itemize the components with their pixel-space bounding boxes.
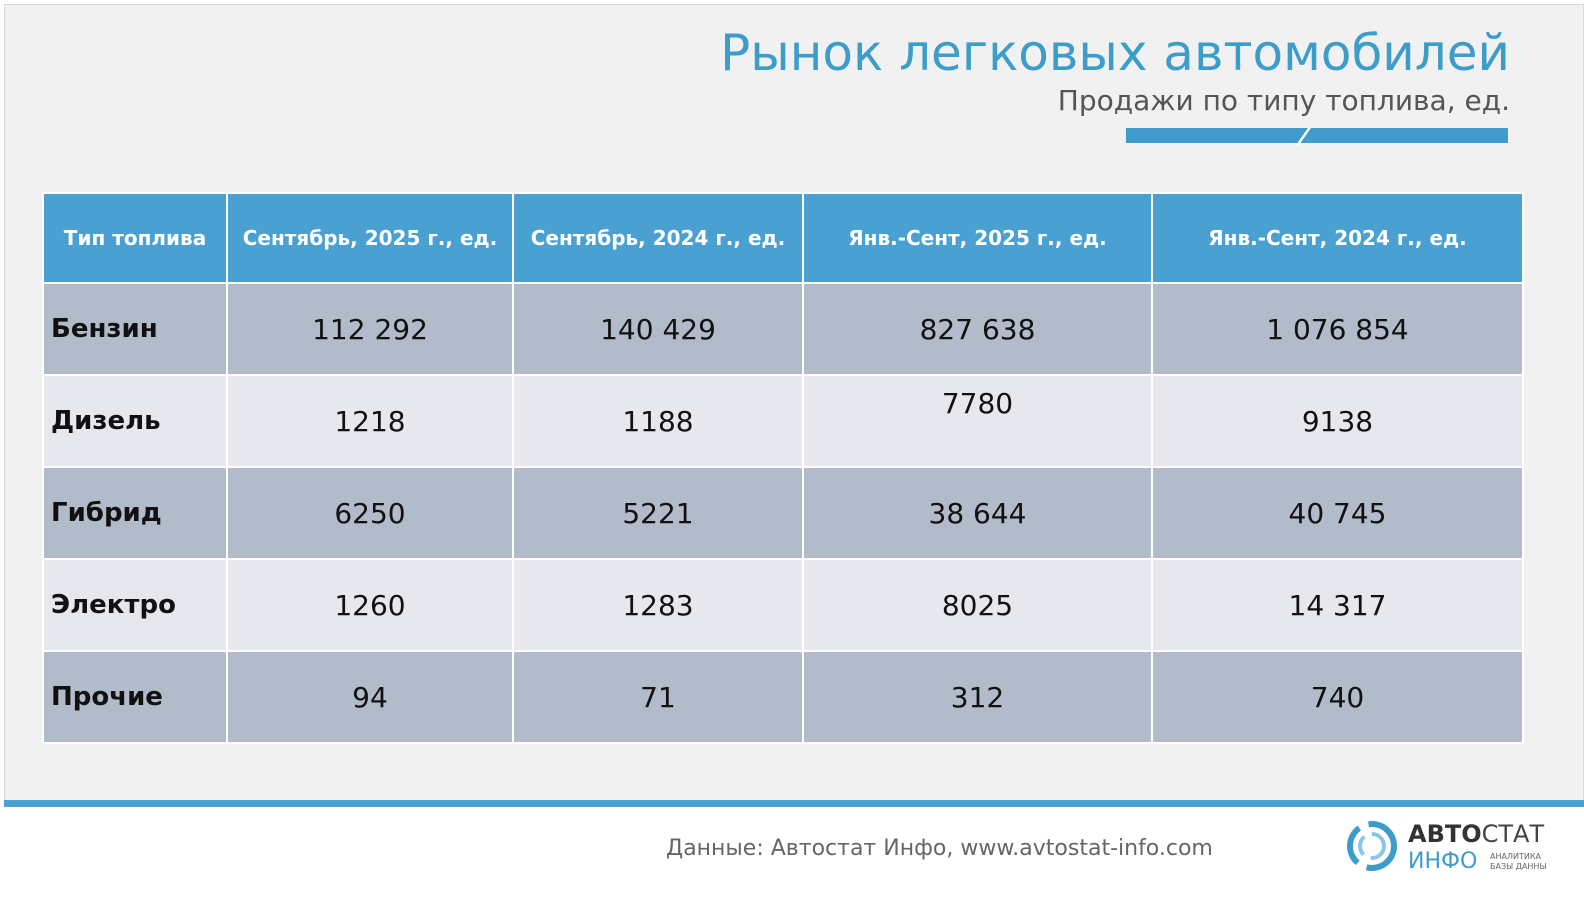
cell-text: 1188: [622, 404, 694, 438]
logo-tagline: АНАЛИТИКА: [1490, 852, 1542, 861]
cell: 71: [512, 650, 804, 744]
cell: 1283: [512, 558, 804, 652]
cell: 9138: [1151, 374, 1524, 468]
column-header: Тип топлива: [42, 192, 228, 284]
cell: 7780: [802, 374, 1153, 468]
title: Рынок легковых автомобилей: [720, 24, 1510, 82]
header-row: Тип топлива Сентябрь, 2025 г., ед. Сентябр…: [42, 192, 1524, 284]
cell-text: 1283: [622, 588, 694, 622]
cell: 1 076 854: [1151, 282, 1524, 376]
cell: 94: [226, 650, 514, 744]
cell-text: 8025: [941, 588, 1014, 622]
cell: 5221: [512, 466, 804, 560]
accent-bar: [1126, 128, 1508, 143]
cell-text: 112 292: [312, 312, 428, 346]
cell-text: 1260: [334, 588, 406, 622]
cell: 6250: [226, 466, 514, 560]
logo-ring: [1347, 821, 1397, 871]
cell-text: 40 745: [1288, 496, 1387, 530]
table-row: Электро 1260 1283 8025 14 317: [42, 558, 1524, 652]
cell-text: 1 076 854: [1266, 312, 1409, 346]
cell: 827 638: [802, 282, 1153, 376]
source-note: Данные: Автостат Инфо, www.avtostat-info…: [666, 836, 1213, 861]
cell: 8025: [802, 558, 1153, 652]
cell-text: 14 317: [1288, 588, 1387, 622]
cell: 38 644: [802, 466, 1153, 560]
cell-text: 1218: [334, 404, 406, 438]
cell-text: 740: [1310, 680, 1365, 714]
cell-text: Гибрид: [51, 498, 162, 528]
row-label: Электро: [42, 558, 228, 652]
column-header: Янв.-Сент, 2025 г., ед.: [802, 192, 1153, 284]
cell-text: 38 644: [928, 496, 1027, 530]
table-row: Прочие 94 71 312 740: [42, 650, 1524, 744]
cell-text: 140 429: [600, 312, 716, 346]
data-table: Тип топлива Сентябрь, 2025 г., ед. Сентябр…: [42, 192, 1524, 744]
cell-text: Дизель: [51, 406, 161, 436]
footer: [4, 807, 1584, 890]
cell: 740: [1151, 650, 1524, 744]
logo-word-light: СТАТ: [1482, 820, 1545, 848]
subtitle: Продажи по типу топлива, ед.: [1057, 84, 1510, 117]
cell: 1260: [226, 558, 514, 652]
column-header: Янв.-Сент, 2024 г., ед.: [1151, 192, 1524, 284]
table-row: Бензин 112 292 140 429 827 638 1 076 854: [42, 282, 1524, 376]
column-header: Сентябрь, 2025 г., ед.: [226, 192, 514, 284]
row-label: Прочие: [42, 650, 228, 744]
cell: 1188: [512, 374, 804, 468]
row-label: Гибрид: [42, 466, 228, 560]
logo: АВТОСТАТ ИНФО АНАЛИТИКА БАЗЫ ДАННЫХ: [1347, 820, 1546, 874]
cell: 140 429: [512, 282, 804, 376]
cell: 112 292: [226, 282, 514, 376]
footer-line: [4, 800, 1584, 807]
cell-text: 9138: [1301, 404, 1374, 438]
cell-text: 6250: [334, 496, 406, 530]
logo-word: АВТОСТАТ: [1408, 820, 1544, 848]
cell-text: 312: [950, 680, 1005, 714]
row-label: Бензин: [42, 282, 228, 376]
cell-text: 7780: [941, 386, 1014, 420]
cell-text: 94: [352, 680, 388, 714]
cell-text: 5221: [622, 496, 694, 530]
logo-word-second: ИНФО: [1408, 849, 1477, 874]
cell-text: Бензин: [51, 314, 158, 344]
logo-tagline: БАЗЫ ДАННЫХ: [1490, 862, 1546, 871]
cell-text: 71: [640, 680, 676, 714]
cell: 40 745: [1151, 466, 1524, 560]
column-header: Сентябрь, 2024 г., ед.: [512, 192, 804, 284]
cell-text: 827 638: [919, 312, 1036, 346]
cell-text: Электро: [51, 590, 176, 620]
logo-ring-inner: [1358, 832, 1386, 860]
cell: 1218: [226, 374, 514, 468]
table-row: Дизель 1218 1188 7780 9138: [42, 374, 1524, 468]
cell: 312: [802, 650, 1153, 744]
table-row: Гибрид 6250 5221 38 644 40 745: [42, 466, 1524, 560]
cell-text: Прочие: [51, 682, 163, 712]
cell: 14 317: [1151, 558, 1524, 652]
row-label: Дизель: [42, 374, 228, 468]
logo-word-bold: АВТО: [1408, 820, 1482, 848]
